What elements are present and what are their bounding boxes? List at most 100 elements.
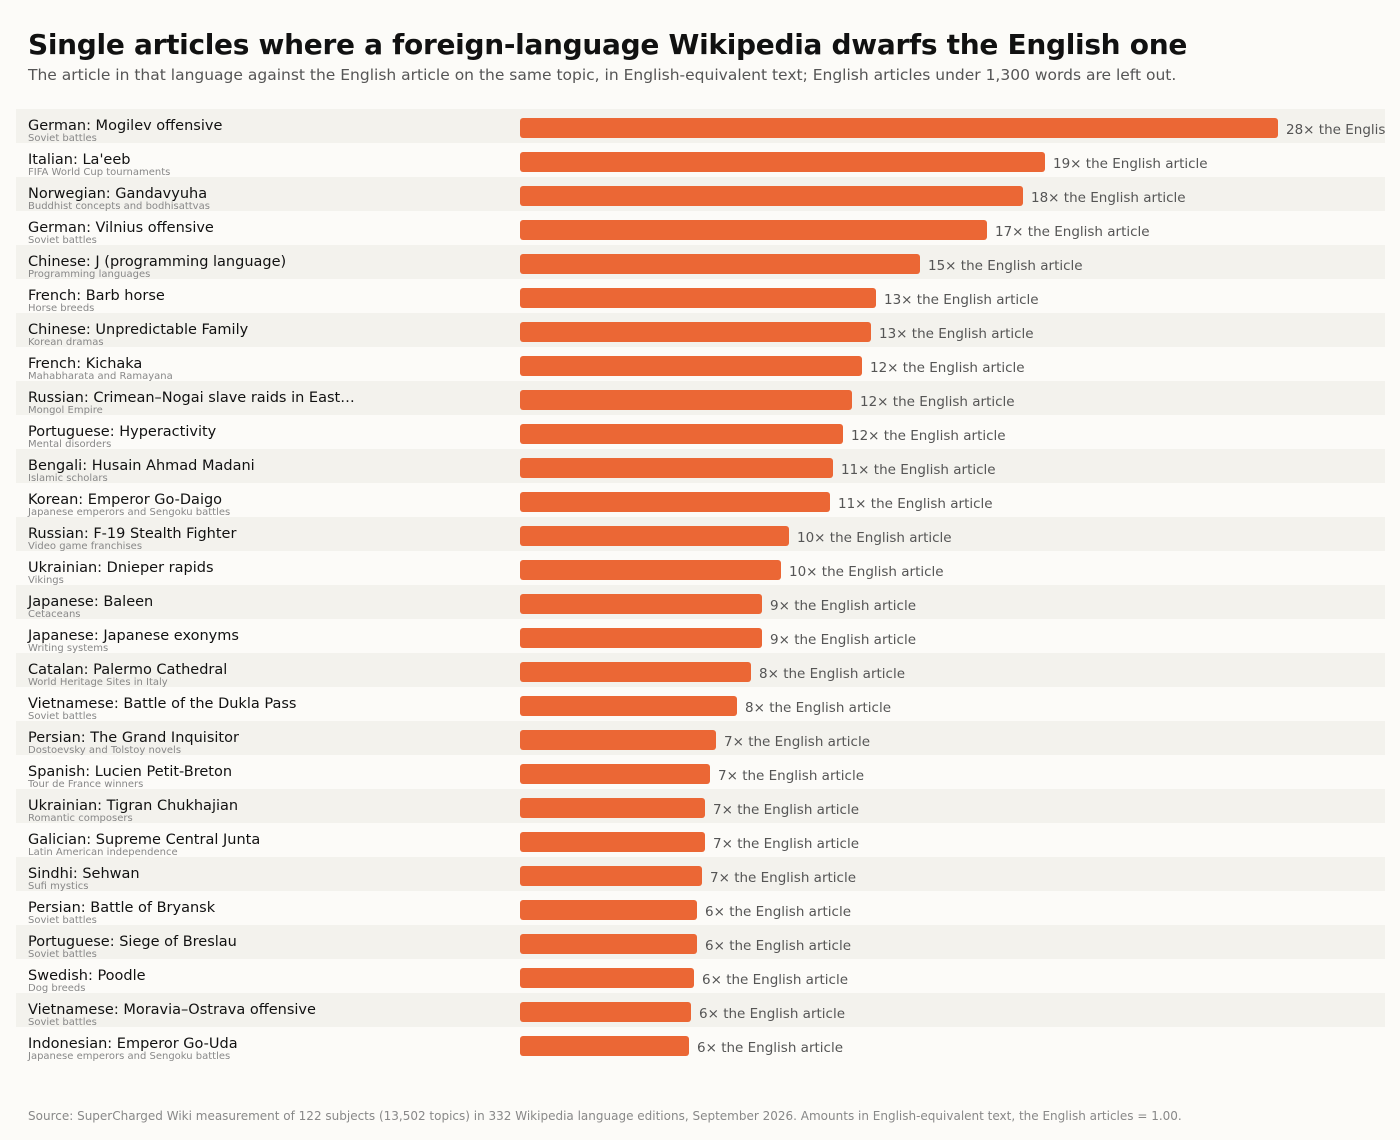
bar [520,390,852,410]
bar [520,764,710,784]
bar-label: Japanese: Japanese exonyms [28,628,239,644]
bar-row: Persian: The Grand Inquisitor Dostoevsky … [16,721,1385,756]
bar-group-label: Mahabharata and Ramayana [28,371,173,382]
bar-row: Indonesian: Emperor Go-Uda Japanese emper… [16,1027,1385,1061]
bar-row: French: Barb horse Horse breeds 13× the En… [16,279,1385,314]
bar-label: Korean: Emperor Go-Daigo [28,492,223,508]
bar-value-label: 19× the English article [1053,156,1208,172]
bar-label: Vietnamese: Battle of the Dukla Pass [28,696,297,712]
bar-value-label: 11× the English article [841,462,996,478]
bar-value-label: 7× the English article [713,836,860,852]
bar-label: Chinese: J (programming language) [28,254,287,270]
bar [520,186,1023,206]
bar-value-label: 12× the English article [870,360,1025,376]
bar-value-label: 13× the English article [884,292,1039,308]
bar [520,424,843,444]
bar-label: Persian: Battle of Bryansk [28,900,216,916]
bar-value-label: 18× the English article [1031,190,1186,206]
bar-value-label: 9× the English article [770,598,917,614]
bar-label: Portuguese: Hyperactivity [28,424,217,440]
bar [520,798,705,818]
bar-row: Vietnamese: Battle of the Dukla Pass Sovi… [16,687,1385,722]
bar-row: Italian: La'eeb FIFA World Cup tournament… [16,143,1385,178]
bar-value-label: 6× the English article [702,972,849,988]
bar-label: Ukrainian: Tigran Chukhajian [28,798,239,814]
bar-group-label: Mongol Empire [28,405,103,416]
bar-label: Spanish: Lucien Petit-Breton [28,764,233,780]
bar-value-label: 17× the English article [995,224,1150,240]
bar-label: Indonesian: Emperor Go-Uda [28,1036,238,1052]
bar [520,594,762,614]
bar-group-label: Writing systems [28,643,109,654]
bar [520,900,697,920]
bar [520,1002,691,1022]
bar-row: Japanese: Japanese exonyms Writing system… [16,619,1385,654]
bar-row: Ukrainian: Dnieper rapids Vikings 10× the … [16,551,1385,586]
bar [520,628,762,648]
bar-label: Russian: Crimean–Nogai slave raids in Ea… [28,390,355,406]
bar-row: Portuguese: Siege of Breslau Soviet battl… [16,925,1385,960]
bar-row: Catalan: Palermo Cathedral World Heritage… [16,653,1385,688]
chart-subtitle: The article in that language against the… [28,66,1177,84]
bar-row: Persian: Battle of Bryansk Soviet battles… [16,891,1385,926]
bar-group-label: World Heritage Sites in Italy [28,677,168,688]
bar-row: Galician: Supreme Central Junta Latin Ame… [16,823,1385,858]
bar [520,934,697,954]
bar-label: Bengali: Husain Ahmad Madani [28,458,255,474]
bar [520,696,737,716]
bar-value-label: 10× the English article [789,564,944,580]
bar-value-label: 6× the English article [699,1006,846,1022]
bar-group-label: Soviet battles [28,915,97,926]
bar-label: Vietnamese: Moravia–Ostrava offensive [28,1002,316,1018]
bar-value-label: 11× the English article [838,496,993,512]
bar-row: Portuguese: Hyperactivity Mental disorder… [16,415,1385,450]
bar-value-label: 6× the English article [697,1040,844,1056]
bar-label: Italian: La'eeb [28,152,131,168]
bar-label: Persian: The Grand Inquisitor [28,730,239,746]
bar-label: Swedish: Poodle [28,968,146,984]
bar-label: French: Kichaka [28,356,143,372]
bar-group-label: Programming languages [28,269,151,280]
bar-group-label: Latin American independence [28,847,178,858]
bar-value-label: 28× the English article [1286,122,1385,138]
bar-label: Sindhi: Sehwan [28,866,140,882]
bar-value-label: 12× the English article [851,428,1006,444]
bar-label: French: Barb horse [28,288,165,304]
bar [520,254,920,274]
bar [520,662,751,682]
bar-row: German: Vilnius offensive Soviet battles 1… [16,211,1385,246]
bar-value-label: 10× the English article [797,530,952,546]
bar-group-label: Buddhist concepts and bodhisattvas [28,201,210,212]
bar [520,322,871,342]
bar-value-label: 7× the English article [713,802,860,818]
bar-row: Ukrainian: Tigran Chukhajian Romantic com… [16,789,1385,824]
chart-title: Single articles where a foreign-language… [28,28,1188,61]
bar-label: Russian: F-19 Stealth Fighter [28,526,237,542]
bar-row: Sindhi: Sehwan Sufi mystics 7× the English… [16,857,1385,892]
bar-row: Vietnamese: Moravia–Ostrava offensive Sov… [16,993,1385,1028]
bar-group-label: Cetaceans [28,609,81,620]
bar-label: Catalan: Palermo Cathedral [28,662,228,678]
bar-label: German: Mogilev offensive [28,118,223,134]
bar-row: Spanish: Lucien Petit-Breton Tour de Fran… [16,755,1385,790]
bar-label: German: Vilnius offensive [28,220,214,236]
bar-label: Portuguese: Siege of Breslau [28,934,237,950]
bar-group-label: Tour de France winners [28,779,144,790]
bar-group-label: Islamic scholars [28,473,108,484]
bar-row: Norwegian: Gandavyuha Buddhist concepts a… [16,177,1385,212]
bar [520,288,876,308]
bar [520,220,987,240]
bar [520,458,833,478]
bar-row: Chinese: J (programming language) Program… [16,245,1385,280]
bar [520,1036,689,1056]
bar-value-label: 12× the English article [860,394,1015,410]
bar-group-label: Romantic composers [28,813,133,824]
bar-label: Norwegian: Gandavyuha [28,186,208,202]
bar-group-label: Vikings [28,575,64,586]
bar [520,118,1278,138]
bar-group-label: Soviet battles [28,235,97,246]
bar-row: Russian: Crimean–Nogai slave raids in Ea… [16,381,1385,416]
bar-row: Korean: Emperor Go-Daigo Japanese emperor… [16,483,1385,518]
bar-group-label: Japanese emperors and Sengoku battles [28,1051,231,1062]
bar-value-label: 8× the English article [759,666,906,682]
